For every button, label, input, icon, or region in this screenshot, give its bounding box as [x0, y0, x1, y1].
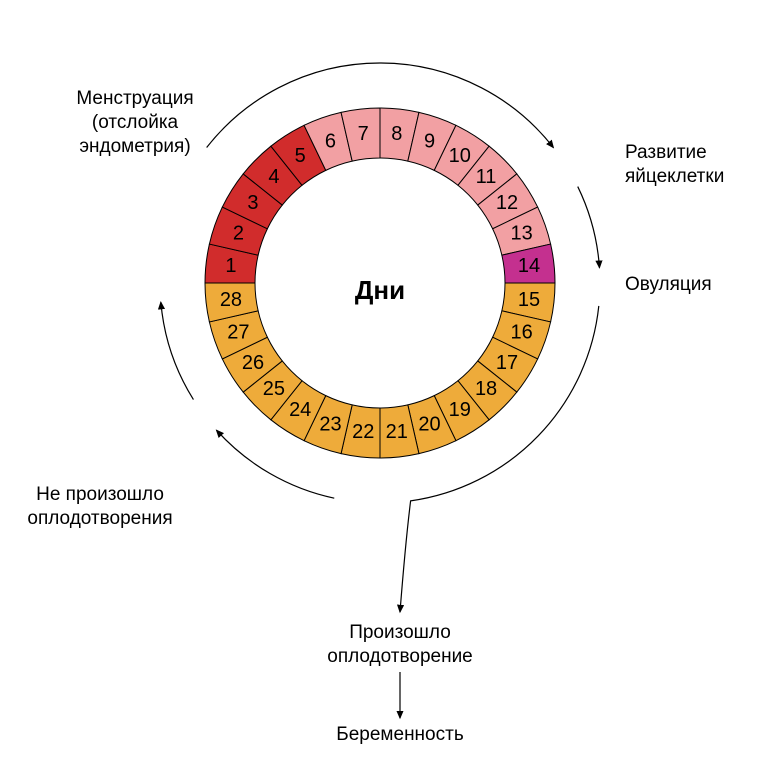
day-number-5: 5 [295, 145, 306, 167]
day-number-2: 2 [233, 222, 244, 244]
day-number-11: 11 [476, 166, 497, 188]
day-number-4: 4 [268, 166, 279, 188]
no-fert-line1: Не произошло [36, 484, 164, 505]
day-number-3: 3 [247, 192, 258, 214]
did-fert-line2: оплодотворение [327, 646, 473, 667]
day-number-14: 14 [518, 255, 540, 277]
day-number-15: 15 [518, 289, 540, 311]
label-pregnancy: Беременность [336, 724, 464, 745]
day-number-6: 6 [325, 130, 336, 152]
menstruation-line1: Менструация [76, 88, 193, 109]
outer-arcs [161, 63, 600, 718]
arc-lower-left [161, 302, 194, 399]
day-number-24: 24 [289, 399, 311, 421]
label-menstruation: Менструация (отслойка эндометрия) [76, 88, 193, 157]
cycle-diagram: 1234567891011121314151617181920212223242… [0, 0, 761, 768]
center-label: Дни [355, 275, 405, 305]
arc-right-short [578, 187, 600, 268]
day-number-27: 27 [227, 322, 249, 344]
day-number-20: 20 [418, 414, 440, 436]
no-fert-line2: оплодотворения [27, 508, 172, 529]
label-follicular: Развитие яйцеклетки [625, 142, 724, 187]
follicular-line2: яйцеклетки [625, 166, 724, 187]
day-number-17: 17 [496, 352, 518, 374]
day-number-19: 19 [449, 399, 471, 421]
day-number-25: 25 [263, 378, 285, 400]
day-number-21: 21 [386, 421, 408, 443]
follicular-line1: Развитие [625, 142, 707, 163]
label-did-fertilization: Произошло оплодотворение [327, 622, 473, 667]
label-no-fertilization: Не произошло оплодотворения [27, 484, 172, 529]
day-number-22: 22 [352, 421, 374, 443]
day-number-28: 28 [220, 289, 242, 311]
day-number-18: 18 [475, 378, 497, 400]
day-number-10: 10 [449, 145, 471, 167]
day-number-1: 1 [225, 255, 236, 277]
day-number-13: 13 [510, 222, 532, 244]
day-number-12: 12 [496, 192, 518, 214]
label-ovulation: Овуляция [625, 274, 712, 295]
day-number-9: 9 [424, 130, 435, 152]
day-number-23: 23 [319, 414, 341, 436]
day-number-7: 7 [358, 123, 369, 145]
day-number-16: 16 [510, 322, 532, 344]
day-number-26: 26 [242, 352, 264, 374]
did-fert-line1: Произошло [349, 622, 451, 643]
menstruation-line3: эндометрия) [79, 136, 190, 157]
day-number-8: 8 [391, 123, 402, 145]
menstruation-line2: (отслойка [92, 112, 179, 133]
